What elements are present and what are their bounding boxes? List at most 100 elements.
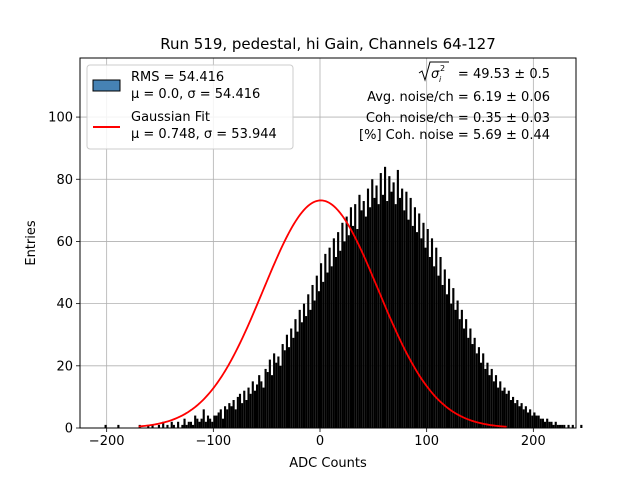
histogram-bar — [467, 337, 470, 428]
histogram-bar — [448, 278, 451, 428]
histogram-bar — [524, 406, 527, 428]
legend-box — [86, 64, 294, 150]
histogram-bar — [539, 418, 542, 428]
histogram-bar — [558, 424, 562, 428]
histogram-bar — [215, 415, 218, 428]
plot-frame — [79, 57, 577, 429]
histogram-bar — [377, 204, 380, 428]
histogram-bar — [166, 424, 169, 428]
histogram-bar — [409, 197, 412, 428]
histogram-bar — [430, 238, 434, 428]
histogram-bar — [262, 387, 265, 428]
histogram-bar — [556, 424, 559, 428]
histogram-bar — [503, 387, 506, 428]
histogram-bar — [439, 256, 442, 428]
histogram-bar — [226, 409, 229, 428]
grid — [80, 58, 576, 429]
histogram-bar — [204, 421, 207, 428]
histogram-bar — [300, 322, 303, 428]
histogram-bar — [462, 328, 466, 428]
annotation-avg-noise: Avg. noise/ch = 6.19 ± 0.06 — [367, 90, 550, 105]
histogram-bar — [484, 368, 487, 428]
y-tick-label: 80 — [56, 173, 73, 188]
histogram-bar — [541, 418, 544, 428]
histogram-bar — [364, 216, 367, 428]
histogram-bar — [416, 232, 419, 428]
histogram-bar — [245, 400, 248, 428]
histogram-bar — [177, 421, 180, 428]
histogram-bar — [392, 182, 395, 428]
histogram-bar — [247, 387, 250, 428]
histogram-bar — [232, 400, 235, 428]
histogram-bar — [236, 396, 239, 428]
histogram-bar — [251, 381, 254, 428]
histogram-bar — [170, 421, 173, 428]
histogram-bar — [452, 288, 455, 428]
histogram-bar — [388, 176, 391, 428]
histogram-bar — [281, 344, 284, 428]
x-tick-label: 200 — [521, 434, 546, 449]
histogram-bar — [420, 238, 423, 428]
histogram-bar — [249, 393, 252, 428]
histogram-bar — [260, 381, 263, 428]
histogram-bar — [279, 365, 282, 428]
histogram-bar — [313, 300, 316, 428]
histogram-bar — [266, 372, 269, 428]
histogram-bar — [494, 375, 498, 428]
histogram-bar — [309, 309, 312, 428]
histogram-bar — [285, 334, 288, 428]
histogram-bar — [471, 344, 474, 428]
histogram-bar — [317, 291, 320, 428]
histogram-bar — [454, 309, 457, 428]
histogram-bar — [381, 194, 384, 428]
histogram-bar — [221, 418, 224, 428]
x-tick-label: 100 — [414, 434, 439, 449]
histogram-bar — [277, 356, 280, 428]
annotation-coh-noise: Coh. noise/ch = 0.35 ± 0.03 — [366, 111, 550, 126]
histogram-bar — [326, 272, 329, 428]
svg-text:i: i — [439, 75, 442, 84]
histogram-bar — [288, 347, 291, 428]
histogram-bar — [198, 421, 201, 428]
histogram-bar — [328, 247, 331, 428]
histogram-bar — [456, 300, 459, 428]
histogram-bar — [526, 412, 530, 428]
histogram-bar — [544, 421, 547, 428]
histogram-bar — [181, 424, 184, 428]
histogram-bar — [264, 368, 267, 428]
histogram-bar — [552, 424, 555, 428]
histogram-bar — [294, 319, 297, 428]
histogram-bar — [373, 197, 376, 428]
histogram-bar — [465, 319, 468, 428]
x-axis-label: ADC Counts — [289, 456, 367, 471]
histogram-bar — [473, 337, 476, 428]
histogram-bar — [437, 275, 440, 428]
histogram-bar — [505, 393, 508, 428]
histogram-bar — [512, 396, 515, 428]
histogram-bar — [330, 266, 333, 428]
histogram-bar — [411, 225, 414, 428]
histogram-bar — [433, 266, 436, 428]
histogram-bar — [206, 415, 210, 428]
histogram-bar — [256, 384, 259, 428]
histogram-bar — [499, 381, 502, 428]
histogram-bar — [369, 207, 372, 428]
histogram-bar — [501, 390, 504, 428]
histogram-bar — [224, 406, 227, 428]
histogram-bar — [183, 418, 186, 428]
histogram-bar — [343, 241, 346, 428]
histogram-bar — [200, 418, 203, 428]
histogram-bar — [531, 415, 534, 428]
histogram-bar — [334, 256, 338, 428]
histogram-bar — [428, 256, 431, 428]
histogram-bar — [241, 403, 244, 428]
histogram-bar — [486, 362, 489, 428]
histogram-bar — [384, 166, 387, 428]
histogram-bar — [394, 204, 397, 428]
histogram-bar — [563, 424, 566, 428]
annotations: σ 2 i = 49.53 ± 0.5 Avg. noise/ch = 6.19… — [359, 61, 550, 143]
histogram-bar — [482, 353, 485, 428]
histogram-bar — [386, 201, 389, 428]
histogram-bar — [185, 424, 188, 428]
histogram-bar — [117, 424, 120, 428]
